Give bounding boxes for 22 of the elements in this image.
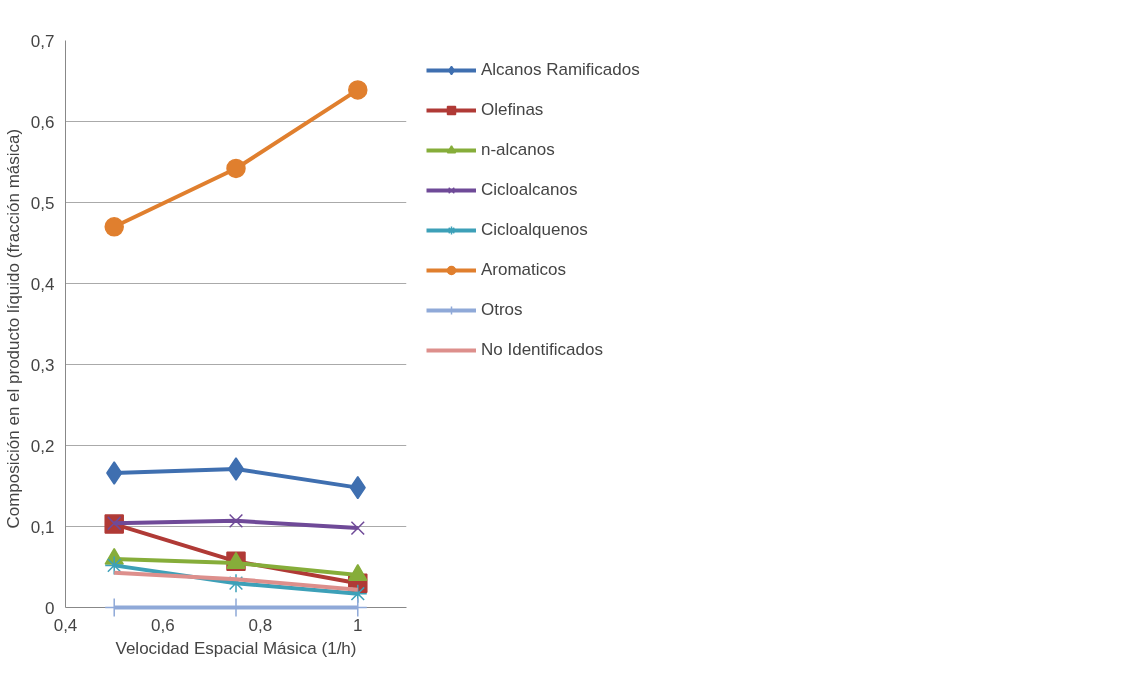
legend-label: Cicloalcanos bbox=[481, 180, 578, 200]
legend-label: n-alcanos bbox=[481, 140, 555, 160]
y-tick-label: 0,7 bbox=[30, 31, 55, 51]
x-axis-title: Velocidad Espacial Másica (1/h) bbox=[115, 638, 357, 658]
y-tick-label: 0,6 bbox=[30, 112, 55, 132]
y-tick-label: 0,1 bbox=[30, 517, 55, 537]
legend-label: Cicloalquenos bbox=[481, 220, 588, 240]
x-tick-label: 0,8 bbox=[248, 615, 273, 635]
y-axis-title: Composición en el producto líquido (fracción másica) bbox=[3, 128, 23, 529]
legend-label: Olefinas bbox=[481, 100, 544, 120]
y-tick-label: 0,4 bbox=[30, 274, 55, 294]
y-tick-label: 0,3 bbox=[30, 355, 55, 375]
x-tick-label: 1 bbox=[353, 615, 363, 635]
legend-label: Aromaticos bbox=[481, 260, 567, 280]
x-tick-label: 0,4 bbox=[53, 615, 78, 635]
legend-label: Alcanos Ramificados bbox=[481, 60, 640, 80]
y-tick-label: 0 bbox=[45, 598, 55, 618]
x-tick-label: 0,6 bbox=[151, 615, 175, 635]
legend-label: No Identificados bbox=[481, 340, 603, 360]
y-tick-label: 0,5 bbox=[30, 193, 55, 213]
legend-label: Otros bbox=[481, 300, 523, 320]
y-tick-label: 0,2 bbox=[30, 436, 55, 456]
